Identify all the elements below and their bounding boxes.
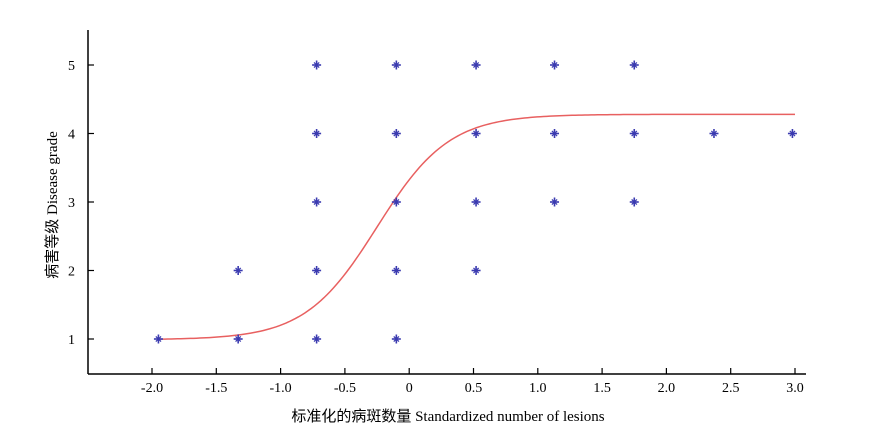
data-point bbox=[233, 266, 243, 275]
fit-curve bbox=[158, 113, 795, 340]
data-point bbox=[709, 129, 719, 138]
data-point bbox=[629, 197, 639, 207]
data-point bbox=[471, 129, 481, 138]
data-point bbox=[471, 197, 481, 207]
data-point bbox=[391, 60, 401, 70]
data-point-d2 bbox=[235, 267, 242, 274]
data-point-d2 bbox=[313, 335, 320, 343]
data-point-d2 bbox=[631, 61, 638, 69]
data-point bbox=[629, 129, 639, 138]
data-point-d2 bbox=[393, 61, 400, 69]
x-tick-label: 0.5 bbox=[465, 381, 483, 396]
x-axis-title: 标准化的病斑数量 Standardized number of lesions bbox=[291, 408, 604, 425]
x-tick-label: -1.5 bbox=[205, 381, 227, 396]
data-point bbox=[550, 197, 560, 207]
x-tick-label: 1.0 bbox=[529, 381, 547, 396]
data-point-d2 bbox=[631, 130, 638, 137]
data-point bbox=[233, 334, 243, 344]
data-point-d2 bbox=[393, 130, 400, 137]
data-point bbox=[312, 60, 322, 70]
y-tick-label: 4 bbox=[68, 128, 75, 143]
data-point bbox=[787, 129, 797, 138]
data-point bbox=[471, 60, 481, 70]
points-layer bbox=[153, 60, 797, 344]
data-point bbox=[391, 129, 401, 138]
data-point bbox=[312, 197, 322, 207]
data-point bbox=[550, 129, 560, 138]
data-point-d2 bbox=[789, 130, 796, 137]
data-point bbox=[391, 197, 401, 207]
data-point bbox=[629, 60, 639, 70]
data-point-d2 bbox=[313, 130, 320, 137]
x-tick-label: 3.0 bbox=[786, 381, 804, 396]
data-point bbox=[312, 266, 322, 275]
y-ticks: 1 2 3 4 5 bbox=[68, 59, 94, 348]
data-point bbox=[312, 334, 322, 344]
data-point bbox=[153, 334, 163, 344]
y-tick-label: 1 bbox=[68, 333, 75, 348]
data-point-d2 bbox=[551, 61, 558, 69]
x-tick-label: -0.5 bbox=[334, 381, 356, 396]
data-point-d2 bbox=[393, 335, 400, 343]
data-point-d2 bbox=[313, 198, 320, 206]
data-point-d2 bbox=[393, 267, 400, 274]
x-tick-label: -2.0 bbox=[141, 381, 163, 396]
data-point bbox=[312, 129, 322, 138]
data-point-d2 bbox=[313, 267, 320, 274]
data-point bbox=[391, 266, 401, 275]
x-tick-label: 0 bbox=[406, 381, 413, 396]
x-tick-label: 2.5 bbox=[722, 381, 740, 396]
y-axis-title: 病害等级 Disease grade bbox=[43, 131, 61, 279]
data-point-d2 bbox=[631, 198, 638, 206]
data-point-d2 bbox=[473, 130, 480, 137]
x-tick-label: -1.0 bbox=[270, 381, 292, 396]
data-point-d2 bbox=[473, 198, 480, 206]
data-point-d2 bbox=[551, 198, 558, 206]
data-point bbox=[550, 60, 560, 70]
data-point-d2 bbox=[710, 130, 718, 137]
data-point-d2 bbox=[551, 130, 558, 137]
data-point bbox=[391, 334, 401, 344]
data-point bbox=[471, 266, 481, 275]
data-point-d2 bbox=[235, 335, 242, 343]
data-point-d2 bbox=[473, 267, 480, 274]
fit-curve-layer bbox=[158, 113, 795, 340]
data-point-d2 bbox=[393, 198, 400, 206]
data-point-d2 bbox=[313, 61, 320, 69]
axes bbox=[87, 30, 806, 375]
y-tick-label: 5 bbox=[68, 59, 75, 74]
x-ticks: -2.0 -1.5 -1.0 -0.5 0 0.5 1.0 1.5 2.0 2.5 3.0 bbox=[141, 368, 804, 396]
x-tick-label: 2.0 bbox=[658, 381, 676, 396]
data-point-d2 bbox=[155, 335, 162, 343]
y-tick-label: 2 bbox=[68, 265, 75, 280]
x-tick-label: 1.5 bbox=[593, 381, 611, 396]
y-tick-label: 3 bbox=[68, 196, 75, 211]
data-point-d2 bbox=[473, 61, 480, 69]
